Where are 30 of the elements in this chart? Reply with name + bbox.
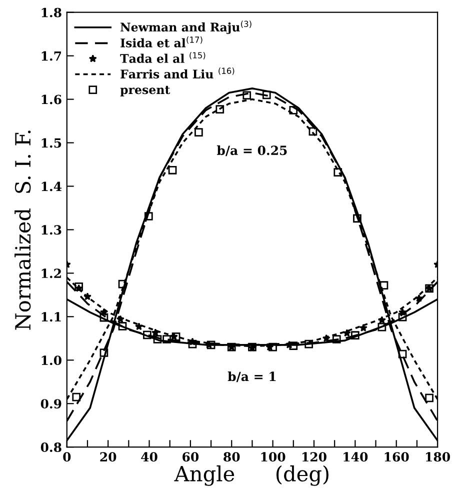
annotation: b/a = 0.25 [216,145,287,156]
y-tick-label: 1.0 [42,356,62,366]
y-tick-label: 1.1 [42,312,61,322]
legend-label: Newman and Raju$^{(3)}$ [120,20,252,34]
x-tick-label: 120 [302,452,326,462]
x-axis-title: Angle (deg) [174,465,328,486]
x-tick-label: 180 [426,452,450,462]
y-tick-label: 1.3 [42,225,62,235]
legend-label: Tada el al $^{(15)}$ [120,52,206,63]
y-axis-title: Normalized S. I. F. [14,130,31,330]
x-tick-label: 0 [63,452,71,462]
y-tick-label: 1.7 [42,51,61,61]
x-tick-label: 160 [384,452,409,462]
y-tick-label: 1.8 [42,8,62,18]
y-tick-label: 1.6 [42,94,62,104]
x-tick-label: 60 [182,452,199,462]
y-tick-label: 0.8 [40,442,62,452]
y-tick-label: 1.4 [42,182,62,192]
y-tick-label: 1.2 [42,268,61,278]
y-tick-label: 0.9 [40,399,62,409]
x-tick-label: 100 [261,452,286,462]
y-tick-label: 1.5 [42,138,62,148]
legend-label: Farris and Liu $^{(16)}$ [120,68,234,79]
legend-label: Isida et al$^{(17)}$ [120,36,202,48]
annotation: b/a = 1 [228,371,276,382]
x-tick-label: 40 [141,452,158,462]
legend-label: present [120,86,170,96]
x-tick-label: 140 [344,452,368,462]
x-tick-label: 20 [100,452,116,462]
x-tick-label: 80 [224,452,240,462]
